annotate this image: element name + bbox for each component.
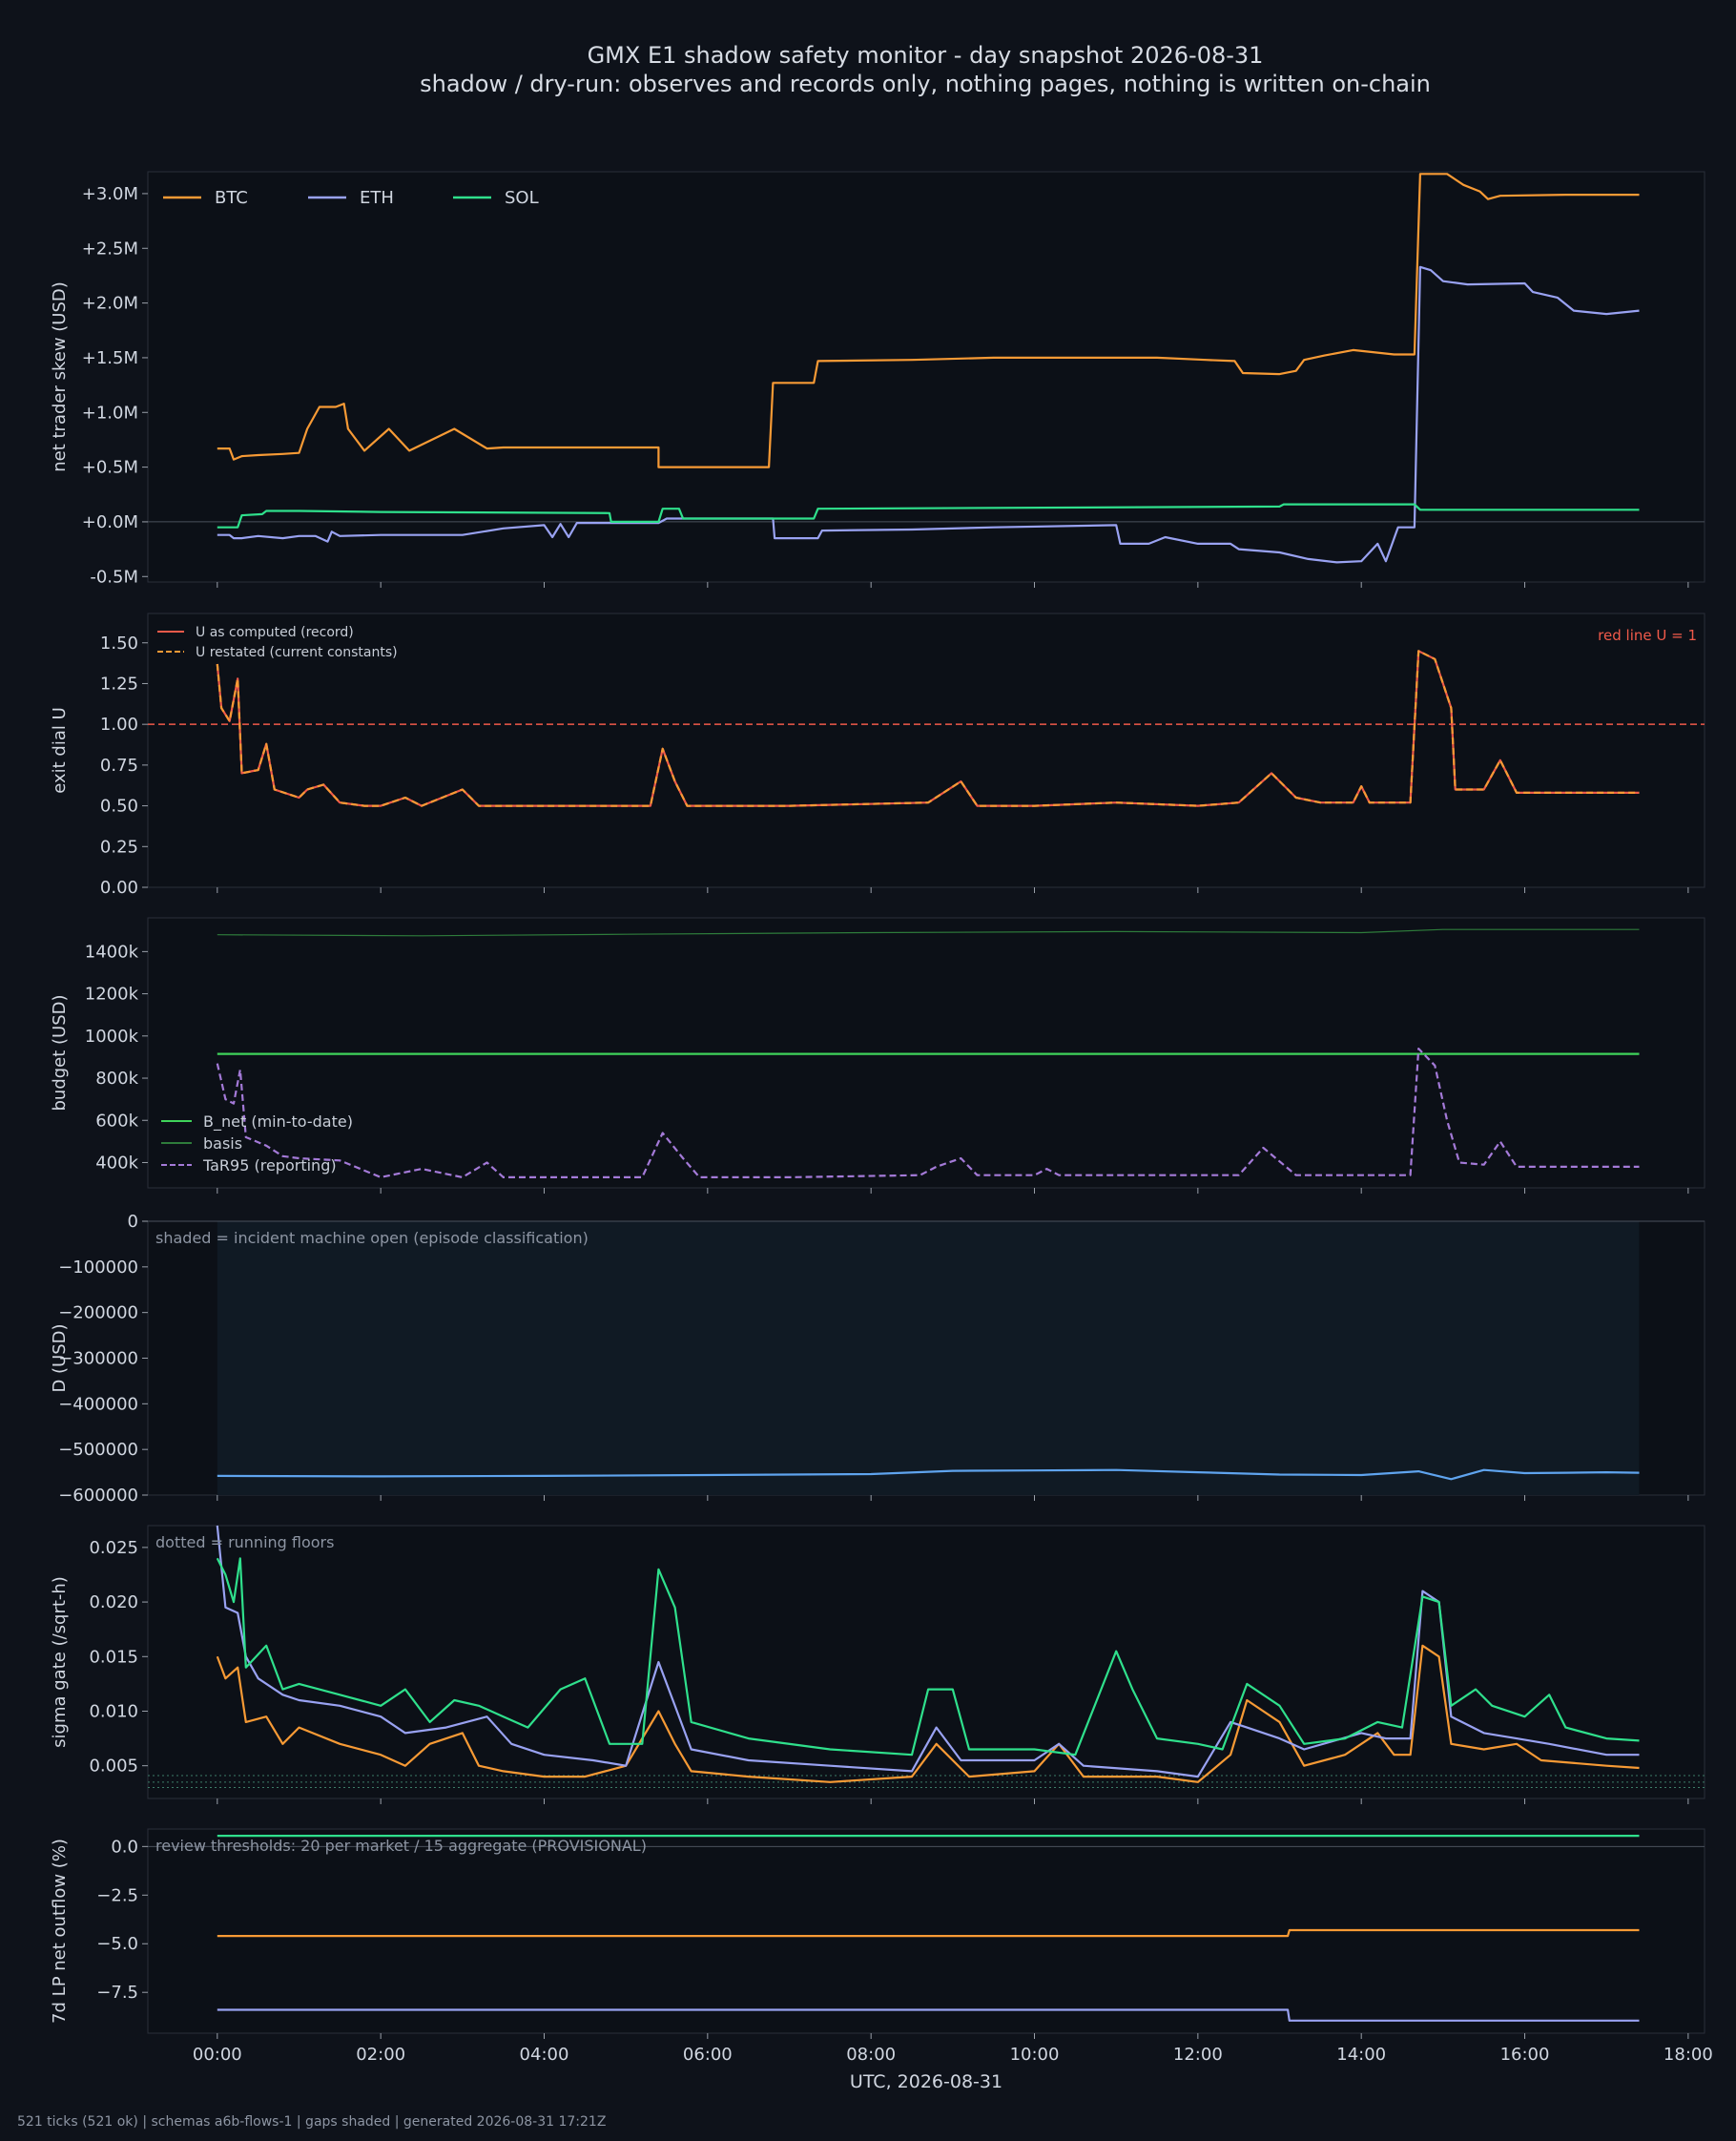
y-tick-label: 600k — [95, 1111, 138, 1131]
x-tick-label: 02:00 — [356, 2045, 405, 2065]
x-tick-label: 18:00 — [1664, 2045, 1713, 2065]
y-axis-label: exit dial U — [50, 707, 70, 794]
y-tick-label: −100000 — [58, 1258, 138, 1278]
annotation-text: red line U = 1 — [1598, 627, 1697, 644]
y-tick-label: +1.5M — [82, 348, 138, 368]
y-tick-label: 0.020 — [89, 1592, 138, 1612]
y-tick-label: 0.025 — [89, 1538, 138, 1558]
legend-label: U as computed (record) — [196, 625, 354, 640]
incident-shaded-region — [217, 1221, 1640, 1495]
y-tick-label: +2.5M — [82, 239, 138, 259]
x-tick-label: 12:00 — [1173, 2045, 1223, 2065]
y-tick-label: 0 — [128, 1212, 138, 1232]
y-tick-label: -0.5M — [90, 567, 138, 587]
y-tick-label: 0.50 — [100, 797, 138, 817]
y-tick-label: 1000k — [85, 1027, 139, 1047]
y-tick-label: 1.25 — [100, 674, 138, 694]
y-tick-label: −5.0 — [96, 1934, 138, 1954]
y-tick-label: +2.0M — [82, 294, 138, 314]
y-tick-label: 1.50 — [100, 634, 138, 654]
series-line-sol — [217, 503, 1640, 529]
series-line-eth — [217, 265, 1640, 564]
legend-label: TaR95 (reporting) — [202, 1156, 337, 1174]
x-tick-label: 14:00 — [1336, 2045, 1386, 2065]
y-tick-label: 0.25 — [100, 837, 138, 857]
x-tick-label: 04:00 — [520, 2045, 569, 2065]
y-tick-label: 0.015 — [89, 1647, 138, 1667]
x-tick-label: 06:00 — [683, 2045, 733, 2065]
series-line-btc — [216, 1644, 1640, 1783]
annotation-text: review thresholds: 20 per market / 15 ag… — [155, 1837, 647, 1855]
y-axis-label: net trader skew (USD) — [50, 281, 70, 472]
y-tick-label: 0.005 — [89, 1756, 138, 1777]
y-axis-label: 7d LP net outflow (%) — [50, 1839, 70, 2024]
y-tick-label: −400000 — [58, 1394, 138, 1414]
series-line-d — [217, 1468, 1640, 1481]
y-tick-label: 0.75 — [100, 756, 138, 776]
series-line-btc — [217, 1928, 1640, 1938]
y-tick-label: +0.0M — [82, 512, 138, 532]
annotation-text: shaded = incident machine open (episode … — [155, 1229, 589, 1247]
y-tick-label: −2.5 — [96, 1885, 138, 1905]
series-line-btc — [217, 173, 1640, 468]
x-tick-label: 00:00 — [193, 2045, 242, 2065]
x-axis-label: UTC, 2026-08-31 — [850, 2071, 1002, 2092]
y-tick-label: 800k — [95, 1069, 138, 1089]
y-axis-label: sigma gate (/sqrt-h) — [50, 1576, 70, 1748]
y-tick-label: 0.00 — [100, 878, 138, 898]
series-line-tar95-reporting — [216, 1048, 1640, 1178]
y-tick-label: +1.0M — [82, 403, 138, 423]
y-tick-label: −300000 — [58, 1349, 138, 1369]
legend-label: ETH — [360, 188, 394, 208]
x-tick-label: 10:00 — [1010, 2045, 1060, 2065]
legend-label: B_net (min-to-date) — [203, 1112, 353, 1132]
series-line-eth — [217, 2008, 1640, 2022]
y-tick-label: 1400k — [85, 942, 139, 962]
y-tick-label: +3.0M — [82, 184, 138, 204]
chart-subtitle: shadow / dry-run: observes and records o… — [420, 71, 1431, 97]
y-axis-label: D (USD) — [50, 1323, 70, 1392]
series-line-u-restated-current-constants — [216, 650, 1640, 807]
annotation-text: dotted = running floors — [155, 1533, 334, 1551]
y-tick-label: 400k — [95, 1153, 138, 1173]
footer-status: 521 ticks (521 ok) | schemas a6b-flows-1… — [17, 2114, 607, 2130]
y-tick-label: 0.0 — [111, 1837, 138, 1857]
panel-frame — [147, 613, 1705, 888]
y-tick-label: +0.5M — [82, 458, 138, 478]
x-tick-label: 08:00 — [846, 2045, 896, 2065]
legend-label: BTC — [215, 188, 248, 208]
y-tick-label: −7.5 — [96, 1983, 138, 2003]
y-tick-label: −200000 — [58, 1303, 138, 1323]
series-line-sol — [216, 1557, 1640, 1756]
x-tick-label: 16:00 — [1500, 2045, 1550, 2065]
y-axis-label: budget (USD) — [50, 994, 70, 1111]
legend-label: SOL — [505, 188, 539, 208]
y-tick-label: −500000 — [58, 1440, 138, 1460]
legend-label: U restated (current constants) — [196, 645, 398, 660]
panel-frame — [147, 171, 1705, 583]
series-line-basis — [217, 928, 1640, 937]
chart-title: GMX E1 shadow safety monitor - day snaps… — [588, 42, 1264, 69]
y-tick-label: −600000 — [58, 1486, 138, 1506]
legend-label: basis — [203, 1134, 242, 1153]
y-tick-label: 1.00 — [100, 715, 138, 735]
y-tick-label: 1200k — [85, 985, 139, 1005]
y-tick-label: 0.010 — [89, 1701, 138, 1721]
